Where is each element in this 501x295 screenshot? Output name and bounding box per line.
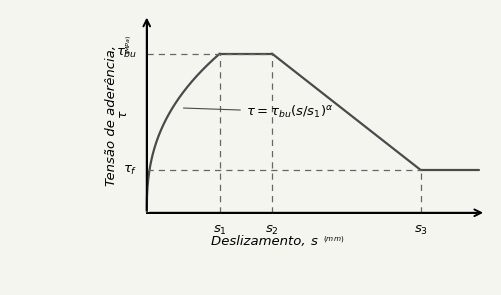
Text: $s_2$: $s_2$ xyxy=(265,223,279,237)
Text: $\tau$: $\tau$ xyxy=(117,109,130,119)
Text: Tensão de aderência,: Tensão de aderência, xyxy=(105,41,118,186)
Text: $^{(MPa)}$: $^{(MPa)}$ xyxy=(125,35,134,54)
Text: Deslizamento,: Deslizamento, xyxy=(211,235,310,248)
Text: $s_1$: $s_1$ xyxy=(213,223,227,237)
Text: $\tau_{bu}$: $\tau_{bu}$ xyxy=(116,47,138,60)
Text: $s_3$: $s_3$ xyxy=(414,223,428,237)
Text: $\tau_f$: $\tau_f$ xyxy=(123,163,138,177)
Text: $_{(mm)}$: $_{(mm)}$ xyxy=(323,235,344,246)
Text: $s$: $s$ xyxy=(310,235,318,248)
Text: $\tau = \tau_{bu}(s/s_1)^\alpha$: $\tau = \tau_{bu}(s/s_1)^\alpha$ xyxy=(183,104,333,120)
